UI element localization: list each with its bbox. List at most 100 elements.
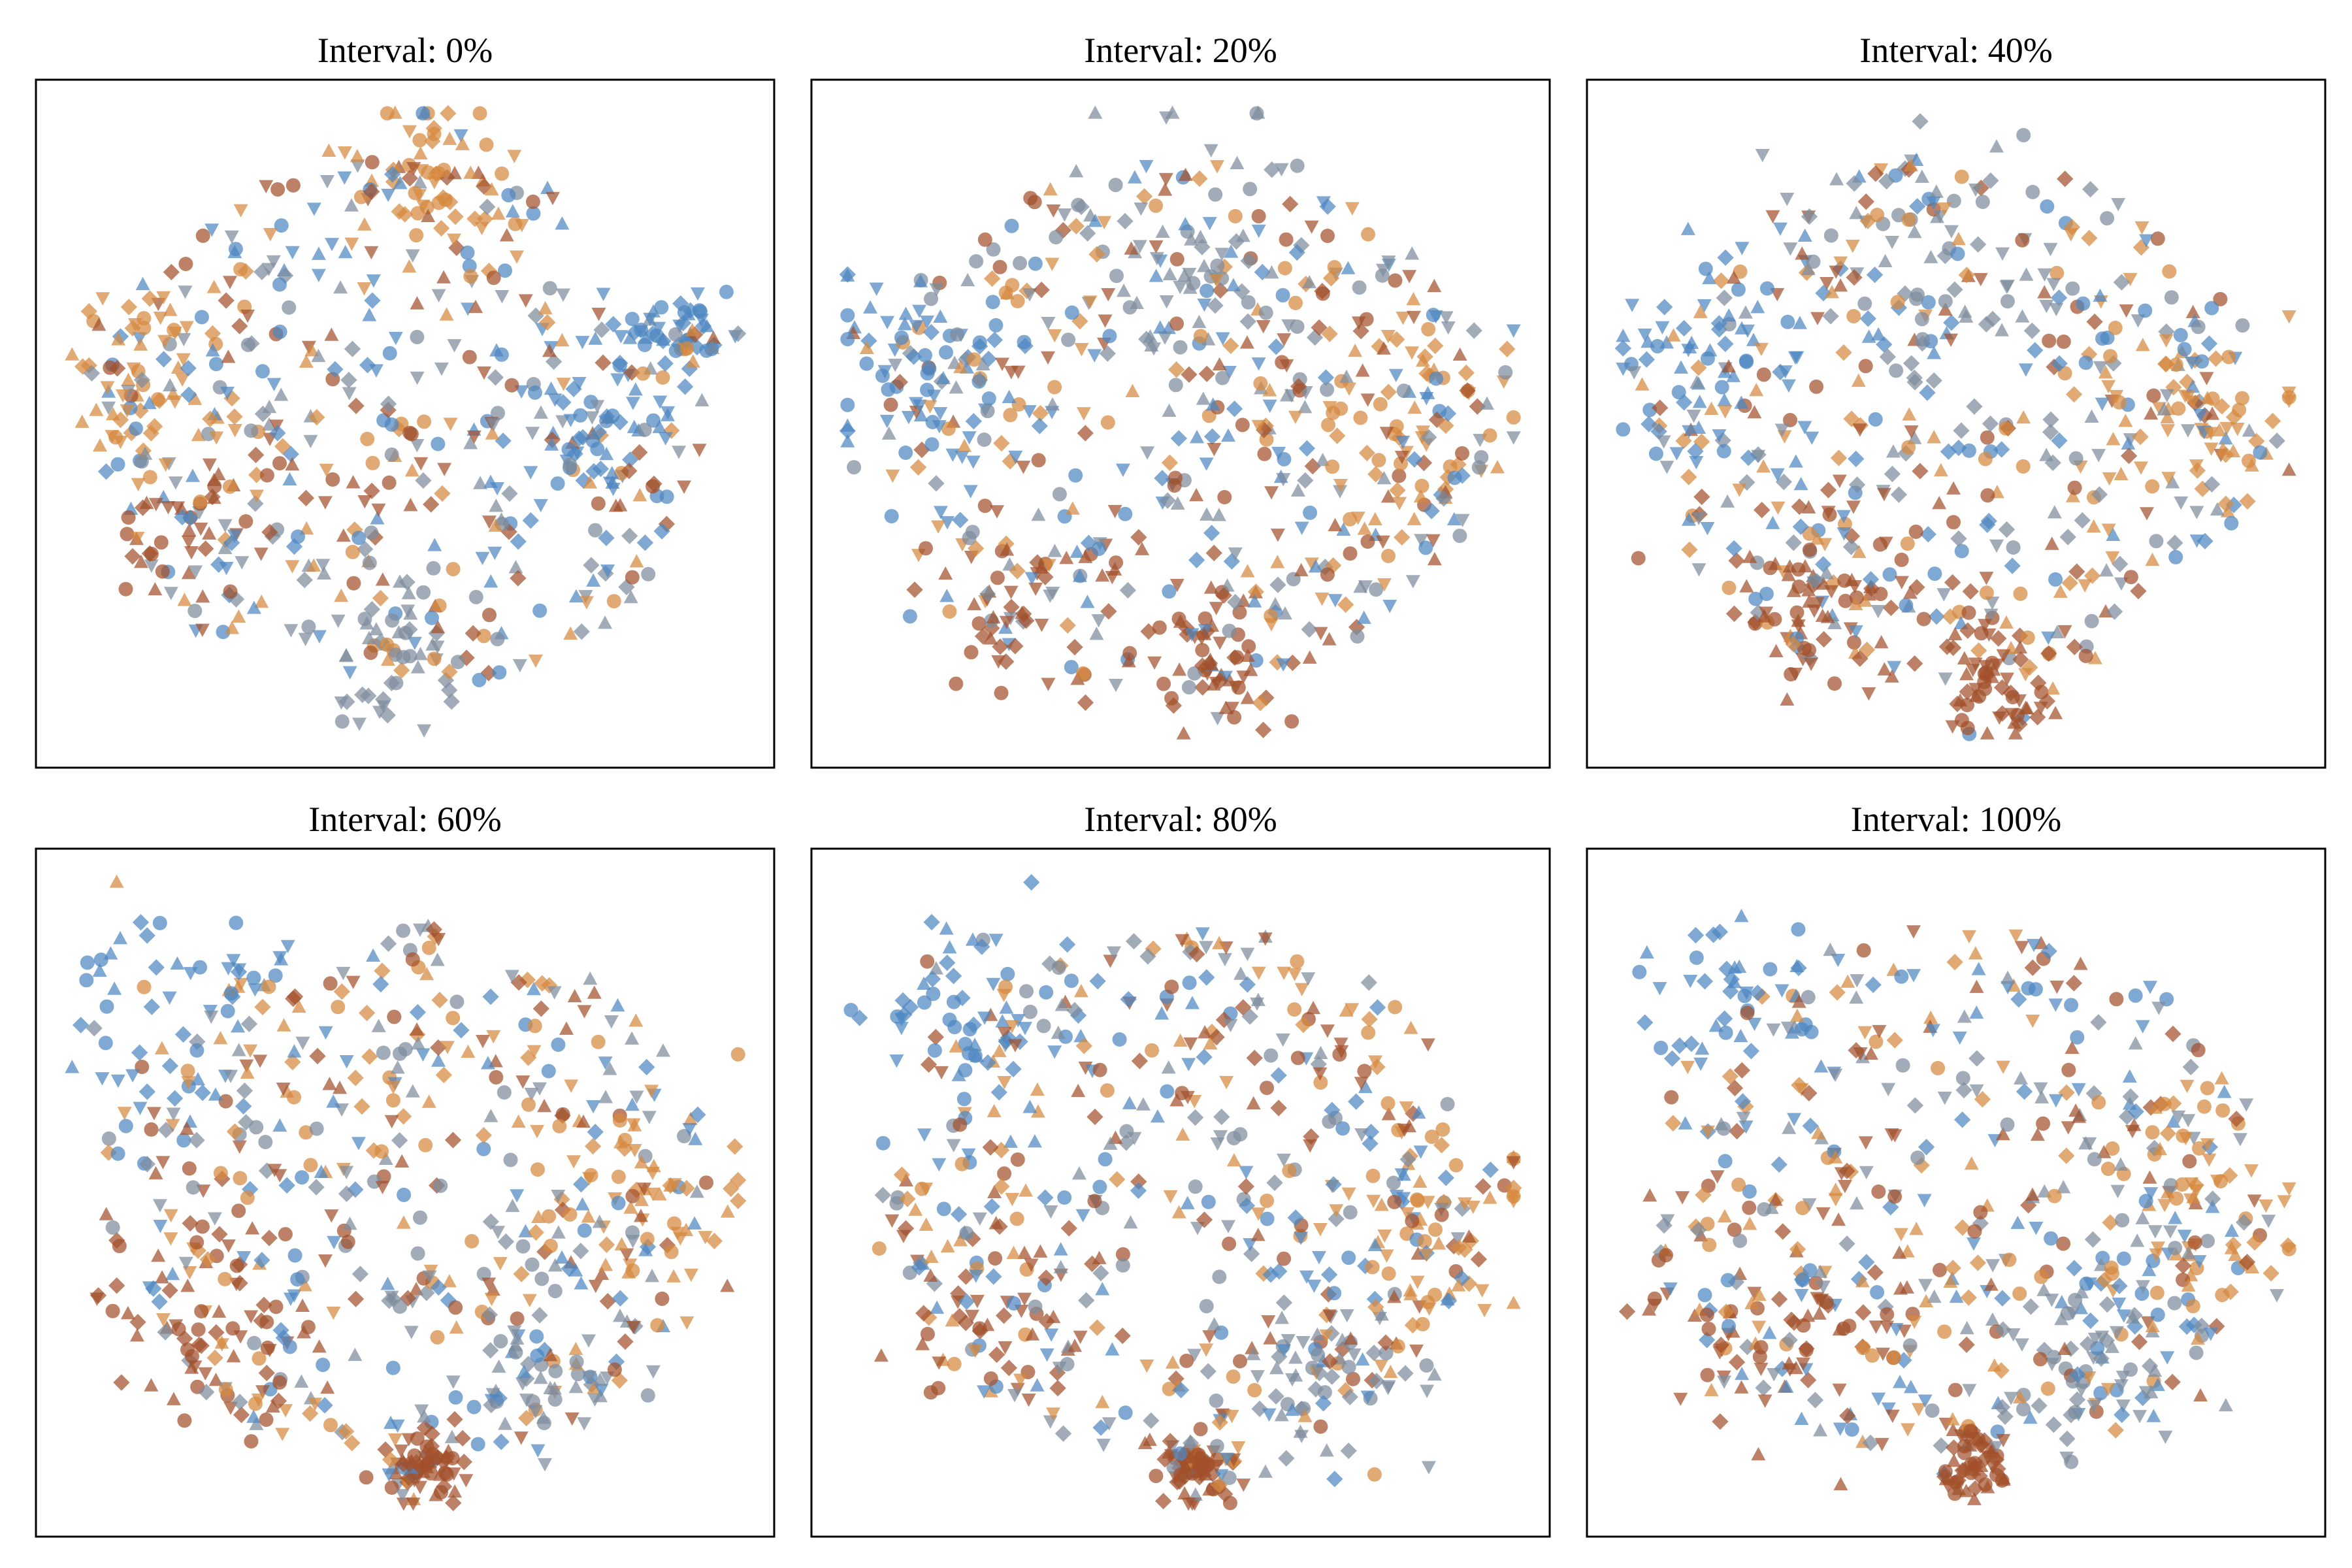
scatter-point-group-1-blue-triangle-down: [339, 1055, 354, 1069]
scatter-point-group-1-blue-diamond: [1943, 314, 1960, 331]
scatter-point-group-3-gray-triangle-down: [168, 476, 183, 490]
scatter-point-group-3-gray-diamond: [1801, 208, 1818, 225]
scatter-point-group-4-brown-triangle-down: [1861, 687, 1876, 701]
scatter-point-group-4-brown-circle: [178, 257, 193, 271]
scatter-point-group-3-gray-circle: [362, 555, 377, 570]
scatter-point-group-1-blue-diamond: [409, 1004, 427, 1021]
scatter-point-group-3-gray-circle: [1215, 370, 1230, 385]
scatter-point-group-1-blue-diamond: [1711, 923, 1729, 941]
panel-interval-0: Interval: 0%: [35, 31, 776, 769]
scatter-point-group-4-brown-circle: [655, 1291, 670, 1306]
scatter-point-group-3-gray-triangle-down: [1213, 1130, 1228, 1144]
scatter-point-group-4-brown-triangle-down: [2140, 1316, 2155, 1330]
scatter-point-group-3-gray-diamond: [593, 321, 610, 338]
scatter-point-group-1-blue-circle: [246, 970, 261, 985]
scatter-point-group-3-gray-triangle-down: [350, 159, 365, 173]
scatter-point-group-2-orange-triangle-down: [1392, 497, 1407, 511]
scatter-point-group-2-orange-triangle-up: [2087, 651, 2102, 664]
scatter-point-group-1-blue-diamond: [570, 430, 587, 448]
scatter-point-group-2-orange-circle: [1424, 1129, 1439, 1144]
scatter-point-group-1-blue-circle: [416, 106, 431, 121]
scatter-point-group-4-brown-triangle-up: [1815, 608, 1830, 622]
scatter-point-group-4-brown-triangle-up: [182, 523, 197, 537]
scatter-point-group-4-brown-diamond: [2020, 1197, 2037, 1214]
scatter-point-group-2-orange-triangle-down: [95, 292, 110, 306]
scatter-point-group-1-blue-triangle-up: [2150, 1377, 2165, 1392]
scatter-point-group-2-orange-triangle-up: [1945, 1412, 1960, 1426]
scatter-point-group-4-brown-circle: [177, 1413, 192, 1428]
scatter-point-group-1-blue-triangle-up: [1053, 1242, 1068, 1256]
scatter-point-group-2-orange-circle: [2108, 320, 2123, 335]
scatter-point-group-4-brown-triangle-up: [1095, 568, 1110, 582]
scatter-point-group-2-orange-triangle-up: [2012, 1390, 2027, 1404]
scatter-point-group-3-gray-circle: [986, 242, 1001, 257]
scatter-point-group-3-gray-triangle-up: [1123, 1215, 1138, 1229]
scatter-point-group-3-gray-diamond: [1227, 594, 1244, 611]
scatter-point-group-1-blue-triangle-up: [1616, 328, 1631, 342]
scatter-point-group-3-gray-triangle-up: [2130, 1233, 2145, 1247]
scatter-point-group-4-brown-diamond: [1754, 502, 1771, 519]
scatter-point-group-2-orange-triangle-down: [1732, 483, 1747, 497]
scatter-point-group-2-orange-diamond: [1404, 1316, 1422, 1333]
scatter-point-group-1-blue-triangle-down: [1805, 431, 1820, 445]
scatter-point-group-3-gray-diamond: [2036, 1341, 2053, 1359]
scatter-point-group-1-blue-triangle-down: [1396, 435, 1411, 449]
scatter-point-group-4-brown-triangle-up: [1791, 994, 1806, 1008]
scatter-point-group-1-blue-diamond: [1287, 1209, 1304, 1226]
scatter-point-group-1-blue-triangle-down: [955, 450, 970, 465]
scatter-point-group-1-blue-diamond: [1440, 1292, 1458, 1309]
scatter-point-group-3-gray-circle: [569, 1354, 584, 1369]
scatter-point-group-4-brown-triangle-up: [1240, 691, 1255, 704]
scatter-point-group-4-brown-diamond: [233, 1406, 250, 1424]
scatter-point-group-2-orange-triangle-down: [1251, 419, 1266, 434]
scatter-point-group-3-gray-circle: [1022, 1004, 1037, 1019]
scatter-point-group-4-brown-triangle-down: [1207, 443, 1222, 457]
scatter-point-group-3-gray-triangle-down: [152, 1199, 167, 1213]
scatter-point-group-2-orange-circle: [2168, 357, 2183, 372]
scatter-point-group-1-blue-diamond: [2114, 1406, 2131, 1424]
scatter-point-group-1-blue-triangle-down: [1887, 661, 1902, 674]
scatter-point-group-1-blue-triangle-down: [1271, 446, 1286, 461]
scatter-point-group-1-blue-triangle-up: [483, 574, 498, 588]
scatter-point-group-1-blue-circle: [529, 1329, 544, 1344]
scatter-point-group-2-orange-triangle-up: [1811, 1125, 1826, 1139]
scatter-point-group-4-brown-diamond: [1857, 193, 1874, 210]
scatter-point-group-2-orange-triangle-down: [2102, 472, 2117, 486]
scatter-point-group-1-blue-circle: [384, 417, 399, 432]
scatter-point-group-4-brown-triangle-up: [1078, 549, 1093, 563]
scatter-point-group-4-brown-diamond: [1037, 1269, 1054, 1286]
scatter-point-group-2-orange-circle: [650, 1318, 665, 1333]
scatter-point-group-4-brown-triangle-up: [1946, 1453, 1961, 1467]
scatter-point-group-4-brown-circle: [182, 1161, 197, 1176]
scatter-point-group-1-blue-triangle-up: [165, 1266, 180, 1281]
scatter-point-group-1-blue-circle: [2070, 1030, 2085, 1045]
scatter-point-group-1-blue-triangle-up: [2121, 436, 2136, 450]
scatter-point-group-1-blue-circle: [2095, 331, 2110, 346]
scatter-point-group-2-orange-diamond: [1437, 417, 1454, 434]
scatter-point-group-2-orange-diamond: [308, 409, 325, 426]
scatter-point-group-1-blue-triangle-up: [1178, 217, 1193, 231]
scatter-point-group-4-brown-triangle-down: [232, 1140, 247, 1154]
scatter-point-group-1-blue-triangle-down: [932, 1158, 947, 1172]
scatter-point-group-3-gray-circle: [2200, 1233, 2215, 1249]
scatter-point-group-2-orange-circle: [1394, 456, 1408, 471]
scatter-point-group-3-gray-circle: [1369, 582, 1384, 597]
scatter-point-group-1-blue-triangle-up: [933, 309, 948, 323]
scatter-point-group-2-orange-circle: [1954, 169, 1969, 184]
scatter-point-group-3-gray-triangle-up: [1313, 1045, 1328, 1060]
scatter-point-group-4-brown-diamond: [998, 653, 1015, 670]
scatter-point-group-3-gray-diamond: [1435, 490, 1452, 507]
scatter-point-group-4-brown-triangle-down: [1765, 210, 1780, 224]
scatter-point-group-2-orange-circle: [1506, 1189, 1521, 1204]
scatter-point-group-4-brown-triangle-up: [542, 344, 557, 357]
scatter-point-group-1-blue-triangle-up: [1150, 1109, 1165, 1123]
scatter-point-group-2-orange-circle: [233, 1171, 248, 1186]
scatter-point-group-1-blue-diamond: [1037, 1189, 1054, 1206]
scatter-point-group-2-orange-triangle-down: [1752, 1320, 1767, 1334]
scatter-point-group-2-orange-circle: [1900, 536, 1915, 551]
scatter-point-group-3-gray-triangle-down: [1937, 1091, 1952, 1105]
scatter-point-group-1-blue-triangle-down: [531, 1444, 546, 1458]
scatter-point-group-4-brown-triangle-down: [1973, 272, 1988, 287]
scatter-point-group-1-blue-triangle-up: [652, 419, 667, 433]
scatter-point-group-4-brown-triangle-up: [543, 1348, 558, 1362]
